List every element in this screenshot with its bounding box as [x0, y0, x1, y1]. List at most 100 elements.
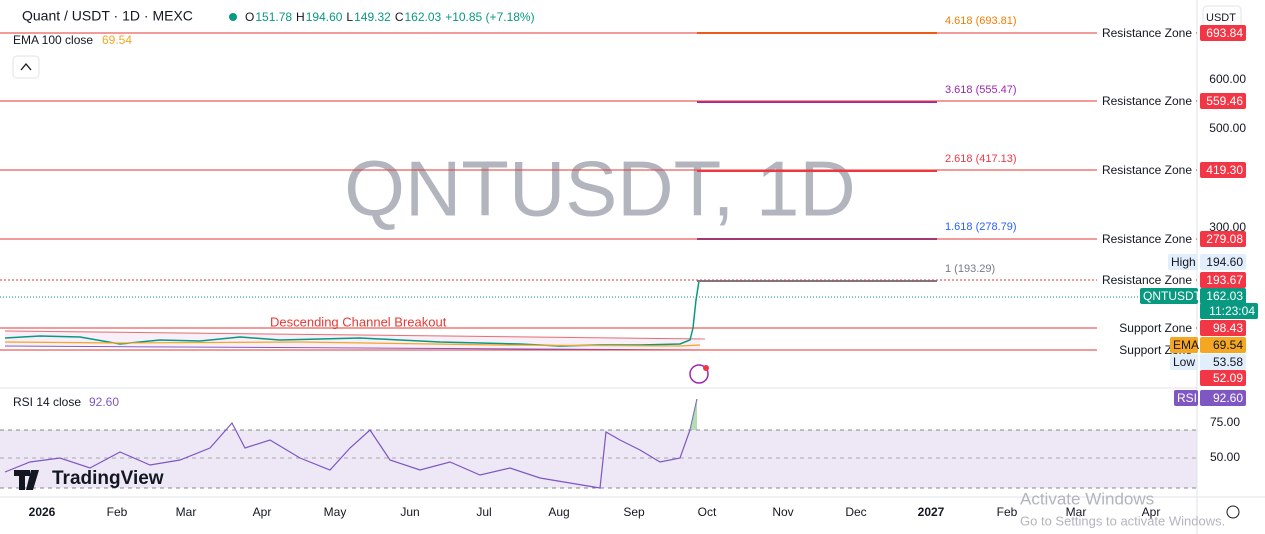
rsi-label: RSI [1177, 391, 1197, 405]
zone-price: 52.09 [1213, 371, 1243, 385]
time-label: Apr [1142, 505, 1161, 519]
zone-price: 193.67 [1206, 273, 1243, 287]
fib-label: 1.618 (278.79) [945, 221, 1017, 233]
event-dot [703, 365, 709, 371]
collapse-icon [20, 62, 32, 71]
last-countdown: 11:23:04 [1209, 304, 1255, 318]
time-label: Feb [107, 505, 128, 519]
time-label: Apr [253, 505, 272, 519]
event-icon[interactable] [689, 364, 709, 384]
windows-title: Activate Windows [1020, 489, 1154, 508]
zone-price: 419.30 [1206, 163, 1243, 177]
channel-bottom [4, 345, 706, 351]
price-scale-label: 300.00 [1209, 220, 1246, 234]
ohlc-value: 149.32 [354, 10, 391, 24]
zone-label-bg [1097, 272, 1196, 288]
collapse-button[interactable] [12, 55, 40, 79]
logo-text: TradingView [52, 468, 164, 489]
zone-price: 559.46 [1206, 94, 1243, 108]
price-scale-label: 600.00 [1209, 72, 1246, 86]
ohlc-value: 194.60 [306, 10, 343, 24]
fib-label: 4.618 (693.81) [945, 15, 1017, 27]
high-label-bg [1168, 254, 1198, 270]
ohlc-label: H [296, 10, 305, 24]
zone-label: Resistance Zone [1102, 26, 1192, 40]
ohlc-value: 162.03 [404, 10, 441, 24]
zone-label-bg [1097, 93, 1196, 109]
rsi-value-bg [1200, 390, 1246, 406]
watermark: QNTUSDT, 1D [344, 145, 855, 233]
ema-legend-name: EMA 100 close [13, 33, 93, 47]
time-label: Oct [698, 505, 717, 519]
logo-icon [14, 470, 39, 490]
price-candles [4, 280, 700, 347]
rsi-line [4, 398, 698, 489]
last-value: 162.03 [1206, 289, 1243, 303]
zone-price-bg [1200, 231, 1246, 247]
ohlc-label: L [346, 10, 353, 24]
low-value-bg [1200, 354, 1246, 370]
ema-line [4, 341, 701, 347]
time-label: Jun [400, 505, 419, 519]
low-label-bg [1170, 354, 1198, 370]
ema-label: EMA [1173, 338, 1199, 352]
high-value-bg [1200, 254, 1246, 270]
ema-value-bg [1200, 337, 1246, 353]
channel-top [4, 330, 706, 340]
time-label: Mar [176, 505, 197, 519]
ohlc-label: C [395, 10, 404, 24]
windows-subtitle: Go to Settings to activate Windows. [1020, 513, 1225, 528]
time-label: May [324, 505, 347, 519]
ohlc-label: O [245, 10, 254, 24]
market-status [229, 13, 237, 21]
ema-value: 69.54 [1213, 338, 1243, 352]
price-scale-label: 500.00 [1209, 121, 1246, 135]
time-label: 2027 [918, 505, 945, 519]
rsi-value: 92.60 [1213, 391, 1243, 405]
zone-label: Support Zone [1119, 321, 1192, 335]
zone-price-bg [1200, 162, 1246, 178]
rsi-legend-name: RSI 14 close [13, 395, 81, 409]
zone-price-bg [1200, 272, 1246, 288]
currency[interactable]: USDT [1206, 12, 1236, 24]
fib-label: 3.618 (555.47) [945, 84, 1017, 96]
zone-price: 279.08 [1206, 232, 1243, 246]
zone-price: 693.84 [1206, 26, 1243, 40]
settings-icon[interactable] [1226, 505, 1240, 519]
zone-label-bg [1097, 231, 1196, 247]
time-label: Sep [623, 505, 645, 519]
ohlc-value: 151.78 [255, 10, 292, 24]
annotation: Descending Channel Breakout [270, 314, 447, 329]
high-label: High [1171, 255, 1196, 269]
last-countdown-bg [1200, 303, 1258, 319]
zone-label-bg [1097, 162, 1196, 178]
time-label: 2026 [29, 505, 56, 519]
time-label: Aug [548, 505, 569, 519]
last-label: QNTUSDT [1143, 289, 1202, 303]
ema-label-bg [1170, 337, 1198, 353]
last-label-bg [1140, 288, 1198, 304]
zone-label: Resistance Zone [1102, 232, 1192, 246]
fib-label: 1 (193.29) [945, 263, 995, 275]
price-change: +10.85 (+7.18%) [445, 10, 534, 24]
zone-price-bg [1200, 25, 1246, 41]
rsi-overbought-fill [690, 399, 697, 430]
zone-label: Resistance Zone [1102, 273, 1192, 287]
zone-label: Resistance Zone [1102, 94, 1192, 108]
zone-price-bg [1200, 370, 1246, 386]
time-label: Mar [1066, 505, 1087, 519]
fib-label: 2.618 (417.13) [945, 153, 1017, 165]
symbol: Quant / USDT · 1D · MEXC [22, 8, 193, 24]
zone-label-bg [1097, 25, 1196, 41]
rsi-scale-label: 50.00 [1210, 450, 1240, 464]
low-value: 53.58 [1213, 355, 1243, 369]
high-value: 194.60 [1206, 255, 1243, 269]
ema-legend-value: 69.54 [102, 33, 132, 47]
time-label: Feb [997, 505, 1018, 519]
zone-label: Resistance Zone [1102, 163, 1192, 177]
rsi-band [0, 430, 1197, 488]
low-label: Low [1173, 355, 1195, 369]
